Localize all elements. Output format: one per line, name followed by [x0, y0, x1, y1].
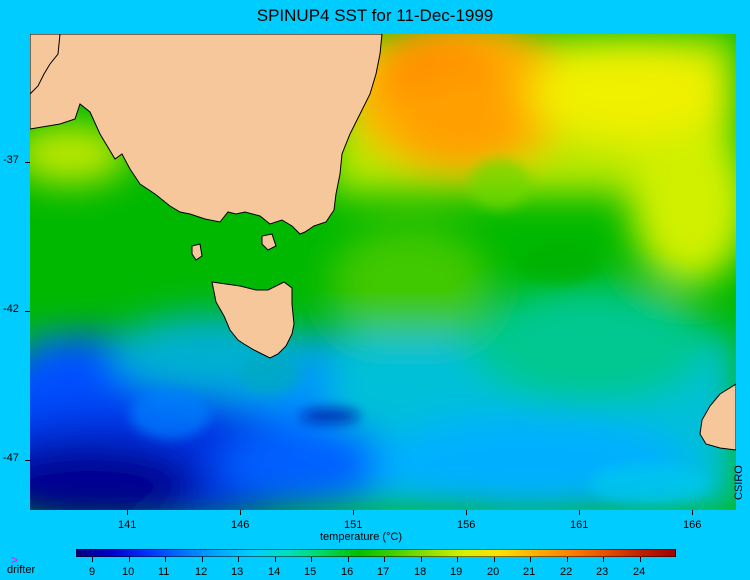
colorbar-label: 22 [560, 566, 573, 578]
colorbar-axis-label: temperature (°C) [320, 531, 403, 543]
lat-label: -37 [3, 154, 19, 166]
colorbar-tick [567, 557, 568, 562]
lon-label: 151 [344, 519, 363, 531]
colorbar-tick [202, 557, 203, 562]
colorbar-tick [530, 557, 531, 562]
lat-label: -42 [3, 303, 19, 315]
eddies [130, 159, 710, 504]
colorbar-label: 18 [414, 566, 427, 578]
colorbar-tick [275, 557, 276, 562]
colorbar-tick [165, 557, 166, 562]
colorbar-label: 13 [231, 566, 244, 578]
lat-tick [25, 162, 30, 163]
colorbar-tick [494, 557, 495, 562]
colorbar-label: 24 [633, 566, 646, 578]
lat-tick [25, 311, 30, 312]
new-zealand-coast [699, 383, 736, 451]
lon-label: 166 [683, 519, 702, 531]
colorbar-label: 14 [268, 566, 281, 578]
land-top-left [30, 34, 61, 95]
colorbar-label: 10 [122, 566, 135, 578]
drifter-symbol-icon: > [11, 553, 19, 567]
colorbar-label: 17 [377, 566, 390, 578]
lon-tick [353, 510, 354, 515]
lat-tick [25, 460, 30, 461]
colorbar-label: 19 [450, 566, 463, 578]
colorbar-tick [603, 557, 604, 562]
king-island [191, 243, 203, 261]
sst-map [30, 34, 736, 510]
lon-tick [466, 510, 467, 515]
lon-tick [692, 510, 693, 515]
lon-tick [579, 510, 580, 515]
colorbar-tick [457, 557, 458, 562]
lon-label: 156 [457, 519, 476, 531]
lon-label: 146 [231, 519, 250, 531]
colorbar-tick [311, 557, 312, 562]
colorbar-label: 11 [158, 566, 170, 578]
colorbar-tick [640, 557, 641, 562]
colorbar-tick [348, 557, 349, 562]
colorbar-tick [238, 557, 239, 562]
lon-tick [240, 510, 241, 515]
colorbar-gradient [76, 549, 676, 557]
australia-mainland [30, 34, 383, 235]
colorbar-tick [384, 557, 385, 562]
colorbar-label: 23 [596, 566, 609, 578]
colorbar-label: 15 [304, 566, 317, 578]
tasmania [211, 281, 295, 359]
drifter-legend-label: drifter [7, 564, 36, 576]
colorbar-label: 20 [487, 566, 500, 578]
colorbar-tick [421, 557, 422, 562]
credit-label: CSIRO [733, 465, 745, 500]
lon-label: 161 [570, 519, 589, 531]
colorbar [76, 549, 676, 557]
colorbar-label: 12 [195, 566, 208, 578]
map-title: SPINUP4 SST for 11-Dec-1999 [256, 6, 494, 25]
lon-tick [127, 510, 128, 515]
lat-label: -47 [3, 452, 19, 464]
flinders-island [261, 233, 277, 251]
colorbar-label: 21 [523, 566, 536, 578]
colorbar-label: 16 [341, 566, 354, 578]
colorbar-tick [129, 557, 130, 562]
lon-label: 141 [118, 519, 137, 531]
colorbar-tick [92, 557, 93, 562]
colorbar-label: 9 [89, 566, 96, 578]
